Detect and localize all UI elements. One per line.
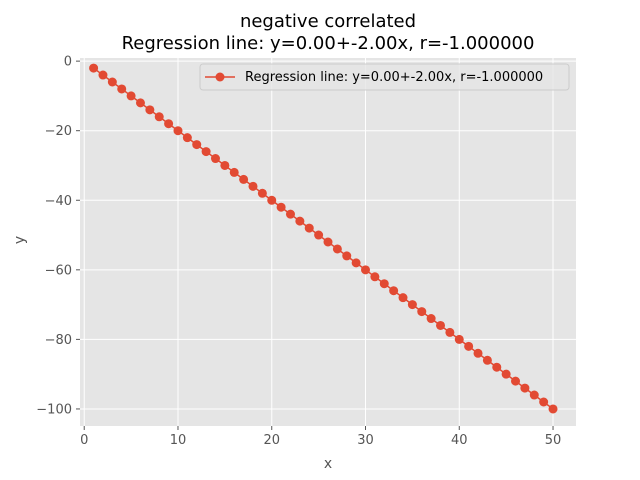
data-point xyxy=(164,119,174,129)
data-point xyxy=(454,334,464,344)
data-point xyxy=(445,327,455,337)
chart-title-line1: negative correlated xyxy=(240,11,416,32)
series-layer xyxy=(89,63,558,414)
data-point xyxy=(248,181,258,191)
x-tick-label: 10 xyxy=(170,433,187,448)
data-point xyxy=(361,265,371,275)
data-point xyxy=(276,202,286,212)
data-point xyxy=(417,307,427,317)
chart-title-line2: Regression line: y=0.00+-2.00x, r=-1.000… xyxy=(122,33,535,54)
data-point xyxy=(154,112,164,122)
data-point xyxy=(529,390,539,400)
data-point xyxy=(539,397,549,407)
data-point xyxy=(201,147,211,157)
data-point xyxy=(220,160,230,170)
data-point xyxy=(117,84,127,94)
x-axis-label: x xyxy=(324,456,332,472)
data-point xyxy=(370,272,380,282)
y-tick-label: −20 xyxy=(45,124,72,139)
data-point xyxy=(135,98,145,108)
data-point xyxy=(426,314,436,324)
data-point xyxy=(126,91,136,101)
y-tick-label: −60 xyxy=(45,263,72,278)
axis-ticks: 0 10 20 30 40 50 0 −20 −40 −60 −80 −100 xyxy=(36,55,561,448)
data-point xyxy=(323,237,333,247)
data-point xyxy=(379,279,389,289)
data-point xyxy=(332,244,342,254)
data-point xyxy=(173,126,183,136)
y-tick-label: −80 xyxy=(45,333,72,348)
data-point xyxy=(407,300,417,310)
data-point xyxy=(295,216,305,226)
x-tick-label: 0 xyxy=(80,433,88,448)
x-tick-label: 50 xyxy=(545,433,562,448)
data-point xyxy=(89,63,99,73)
data-point xyxy=(285,209,295,219)
data-point xyxy=(464,341,474,351)
data-point xyxy=(257,188,267,198)
legend-entry-label: Regression line: y=0.00+-2.00x, r=-1.000… xyxy=(245,70,543,85)
legend-box xyxy=(199,63,570,91)
x-tick-label: 30 xyxy=(357,433,374,448)
data-point xyxy=(548,404,558,414)
data-point xyxy=(239,174,249,184)
data-point xyxy=(182,133,192,143)
data-point xyxy=(436,320,446,330)
data-point xyxy=(210,154,220,164)
data-point xyxy=(351,258,361,268)
data-point xyxy=(267,195,277,205)
data-point xyxy=(398,293,408,303)
x-tick-label: 20 xyxy=(263,433,280,448)
data-point xyxy=(314,230,324,240)
data-point xyxy=(511,376,521,386)
y-axis-label: y xyxy=(12,236,28,244)
data-point xyxy=(492,362,502,372)
grid-lines xyxy=(80,58,576,426)
data-point xyxy=(520,383,530,393)
data-point xyxy=(107,77,117,87)
y-tick-label: −40 xyxy=(45,194,72,209)
data-point xyxy=(192,140,202,150)
data-point xyxy=(98,70,108,80)
data-point xyxy=(473,348,483,358)
y-tick-label: −100 xyxy=(36,402,72,417)
y-tick-label: 0 xyxy=(64,55,72,70)
data-point xyxy=(145,105,155,115)
legend-marker-swatch xyxy=(215,72,225,82)
data-point xyxy=(501,369,511,379)
x-tick-label: 40 xyxy=(451,433,468,448)
data-point xyxy=(229,167,239,177)
data-point xyxy=(304,223,314,233)
legend: Regression line: y=0.00+-2.00x, r=-1.000… xyxy=(199,63,570,91)
data-point xyxy=(342,251,352,261)
data-point xyxy=(389,286,399,296)
data-point xyxy=(482,355,492,365)
